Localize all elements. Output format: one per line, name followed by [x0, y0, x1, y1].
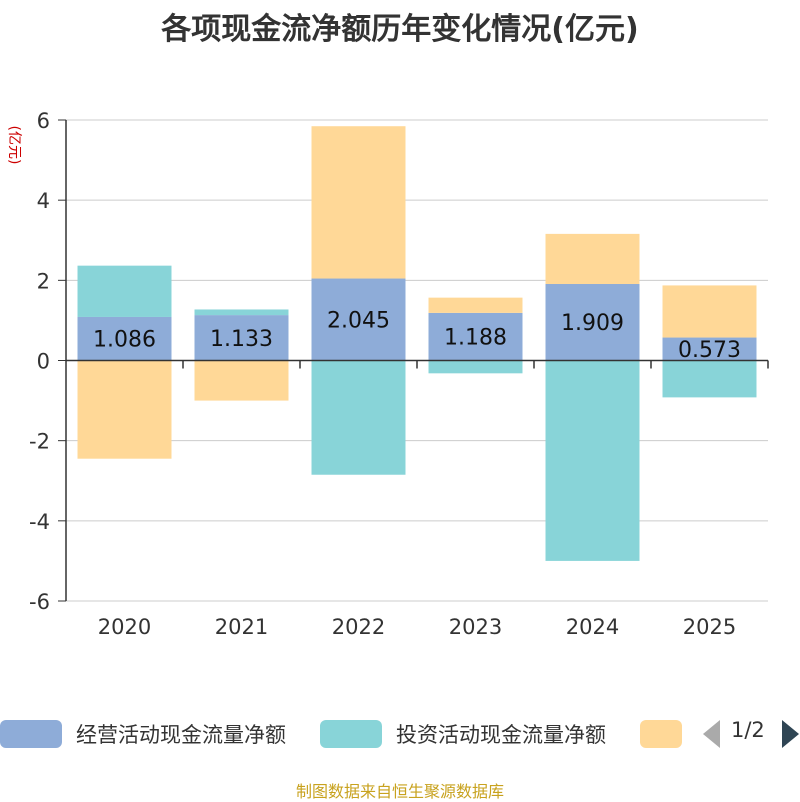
- bar-series-2-2022[interactable]: [311, 126, 406, 279]
- legend-label: 经营活动现金流量净额: [76, 723, 286, 747]
- bar-series-1-2020[interactable]: [77, 265, 172, 317]
- y-tick-label: 6: [37, 109, 50, 133]
- legend-page-indicator: 1/2: [731, 718, 765, 742]
- data-label: 0.573: [678, 338, 741, 363]
- data-label: 1.133: [210, 327, 273, 352]
- bar-series-1-2025[interactable]: [662, 360, 757, 398]
- y-tick-label: 4: [37, 189, 50, 213]
- data-label: 2.045: [327, 309, 390, 334]
- legend-label: 投资活动现金流量净额: [396, 723, 606, 747]
- data-label: 1.188: [444, 326, 507, 351]
- legend-item-investing[interactable]: 投资活动现金流量净额: [320, 716, 606, 752]
- y-axis-label: (亿元): [6, 126, 22, 165]
- data-label: 1.909: [561, 311, 624, 336]
- legend-item-operating[interactable]: 经营活动现金流量净额: [0, 716, 286, 752]
- bar-series-0-2025[interactable]: [662, 337, 757, 361]
- y-tick-label: 0: [37, 350, 50, 374]
- y-tick-label: -4: [29, 510, 50, 534]
- y-tick-label: 2: [37, 269, 50, 293]
- x-tick-label: 2022: [332, 615, 385, 639]
- legend-swatch: [320, 720, 382, 748]
- bar-series-1-2023[interactable]: [428, 360, 523, 374]
- bar-series-2-2025[interactable]: [662, 285, 757, 338]
- bar-series-1-2024[interactable]: [545, 360, 640, 561]
- bar-series-0-2023[interactable]: [428, 312, 523, 361]
- y-tick-label: -2: [29, 430, 50, 454]
- legend-item-financing[interactable]: [640, 716, 682, 752]
- bar-series-1-2022[interactable]: [311, 360, 406, 475]
- legend-swatch: [0, 720, 62, 748]
- bar-series-2-2024[interactable]: [545, 233, 640, 284]
- data-label: 1.086: [93, 328, 156, 353]
- chart-title: 各项现金流净额历年变化情况(亿元): [161, 12, 639, 47]
- bar-series-2-2020[interactable]: [77, 360, 172, 459]
- x-tick-label: 2021: [215, 615, 268, 639]
- bar-series-0-2022[interactable]: [311, 278, 406, 361]
- bar-series-0-2024[interactable]: [545, 283, 640, 361]
- bar-series-1-2021[interactable]: [194, 309, 289, 316]
- x-tick-label: 2023: [449, 615, 502, 639]
- bar-series-0-2021[interactable]: [194, 315, 289, 361]
- y-tick-label: -6: [29, 590, 50, 614]
- bar-series-0-2020[interactable]: [77, 316, 172, 361]
- legend-prev-page-icon[interactable]: [703, 720, 720, 748]
- legend: 经营活动现金流量净额 投资活动现金流量净额: [0, 716, 800, 752]
- bar-series-2-2021[interactable]: [194, 360, 289, 401]
- data-source-note: 制图数据来自恒生聚源数据库: [295, 782, 504, 801]
- x-tick-label: 2025: [683, 615, 736, 639]
- legend-swatch: [640, 720, 682, 748]
- x-tick-label: 2024: [566, 615, 619, 639]
- legend-next-page-icon[interactable]: [782, 720, 799, 748]
- x-tick-label: 2020: [98, 615, 151, 639]
- bar-series-2-2023[interactable]: [428, 297, 523, 313]
